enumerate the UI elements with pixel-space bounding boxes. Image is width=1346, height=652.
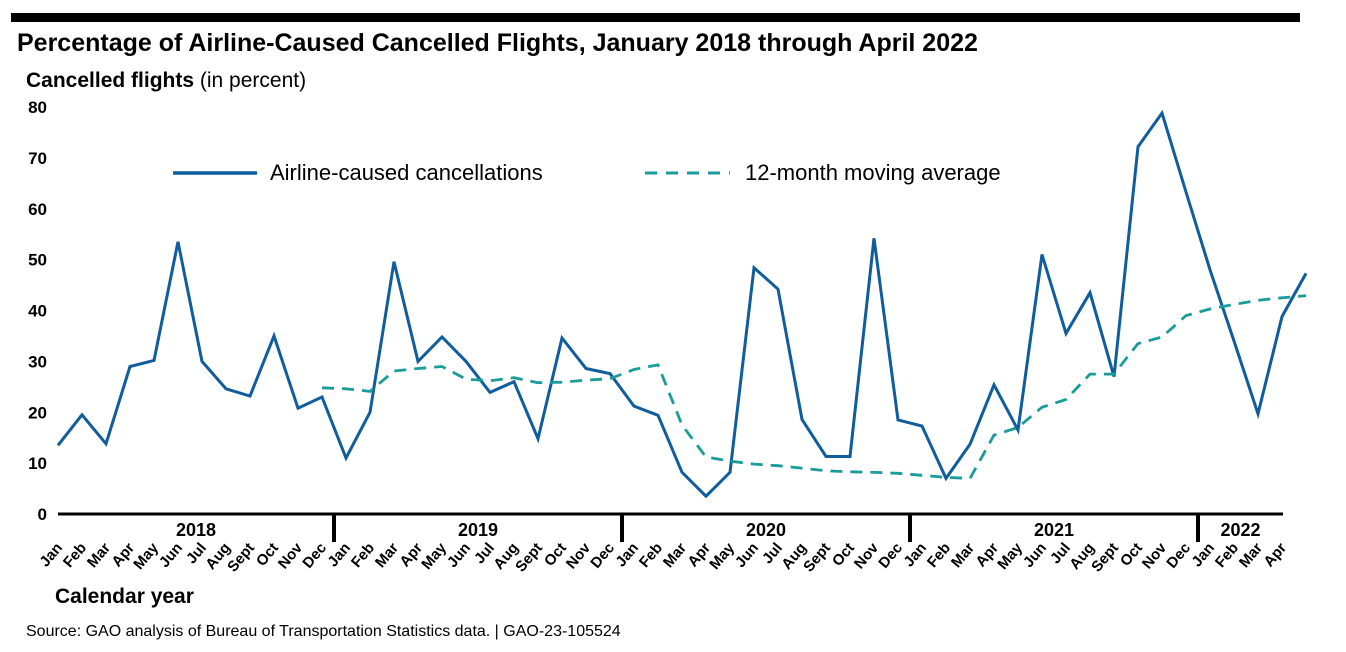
y-tick-label: 10 xyxy=(28,454,47,473)
month-tick-label: Jun xyxy=(156,540,186,571)
month-tick-label: May xyxy=(706,539,738,573)
month-tick-label: Feb xyxy=(1212,540,1242,571)
y-axis-title-bold: Cancelled flights xyxy=(26,69,195,92)
y-tick-label: 60 xyxy=(28,200,47,219)
series-lines xyxy=(56,109,1308,499)
legend-label-cancellations: Airline-caused cancellations xyxy=(270,160,543,185)
month-tick-label: Jan xyxy=(36,540,66,571)
month-tick-label: Nov xyxy=(275,539,307,572)
month-tick-label: Dec xyxy=(1163,540,1194,572)
month-tick-label: Jun xyxy=(732,540,762,571)
y-tick-label: 40 xyxy=(28,302,47,321)
month-tick-label: Jan xyxy=(612,540,642,571)
month-tick-label: Dec xyxy=(299,540,330,572)
month-tick-label: Jan xyxy=(1188,540,1218,571)
chart-title: Percentage of Airline-Caused Cancelled F… xyxy=(17,29,978,57)
month-tick-label: May xyxy=(130,539,162,573)
year-label: 2019 xyxy=(458,520,498,540)
series-line-cancellations xyxy=(56,109,1308,499)
month-tick-label: Oct xyxy=(541,540,570,570)
month-tick-label: Feb xyxy=(60,540,90,571)
year-labels: 2018 2019 2020 2021 2022 xyxy=(176,514,1261,542)
month-tick-label: Mar xyxy=(372,540,402,571)
month-tick-label: Jun xyxy=(1020,540,1050,571)
month-tick-label: Dec xyxy=(587,540,618,572)
year-label: 2018 xyxy=(176,520,216,540)
x-axis-title: Calendar year xyxy=(55,585,194,608)
month-tick-label: Oct xyxy=(829,540,858,570)
month-tick-label: Nov xyxy=(1139,539,1171,572)
month-tick-label: Mar xyxy=(1236,540,1266,571)
y-axis-title: Cancelled flights (in percent) xyxy=(26,69,306,93)
month-tick-label: May xyxy=(418,539,450,573)
y-tick-labels: 0 10 20 30 40 50 60 70 80 xyxy=(28,98,47,524)
legend-label-moving-average: 12-month moving average xyxy=(745,160,1001,185)
series-line-moving-average xyxy=(321,294,1307,480)
y-tick-label: 20 xyxy=(28,403,47,422)
y-tick-label: 70 xyxy=(28,149,47,168)
month-tick-label: Dec xyxy=(875,540,906,572)
month-tick-label: May xyxy=(994,539,1026,573)
month-tick-label: Feb xyxy=(636,540,666,571)
source-note: Source: GAO analysis of Bureau of Transp… xyxy=(26,623,621,640)
year-label: 2022 xyxy=(1220,520,1260,540)
y-tick-label: 30 xyxy=(28,352,47,371)
top-rule xyxy=(11,13,1300,22)
year-label: 2021 xyxy=(1034,520,1074,540)
month-tick-label: Apr xyxy=(1260,540,1290,571)
month-tick-label: Nov xyxy=(563,539,595,572)
month-tick-label: Nov xyxy=(851,539,883,572)
month-tick-label: Feb xyxy=(924,540,954,571)
month-tick-label: Feb xyxy=(348,540,378,571)
y-axis-title-unit: (in percent) xyxy=(194,69,307,92)
month-tick-label: Oct xyxy=(1117,540,1146,570)
month-tick-label: Mar xyxy=(660,540,690,571)
y-tick-label: 50 xyxy=(28,251,47,270)
y-tick-label: 80 xyxy=(28,98,47,117)
month-tick-label: Jan xyxy=(324,540,354,571)
y-tick-label: 0 xyxy=(38,505,47,524)
month-tick-labels: JanFebMarAprMayJunJulAugSeptOctNovDecJan… xyxy=(36,539,1290,575)
year-label: 2020 xyxy=(746,520,786,540)
month-tick-label: Mar xyxy=(948,540,978,571)
legend: Airline-caused cancellations 12-month mo… xyxy=(173,160,1001,185)
month-tick-label: Jan xyxy=(900,540,930,571)
month-tick-label: Oct xyxy=(253,540,282,570)
month-tick-label: Mar xyxy=(84,540,114,571)
month-tick-label: Jun xyxy=(444,540,474,571)
